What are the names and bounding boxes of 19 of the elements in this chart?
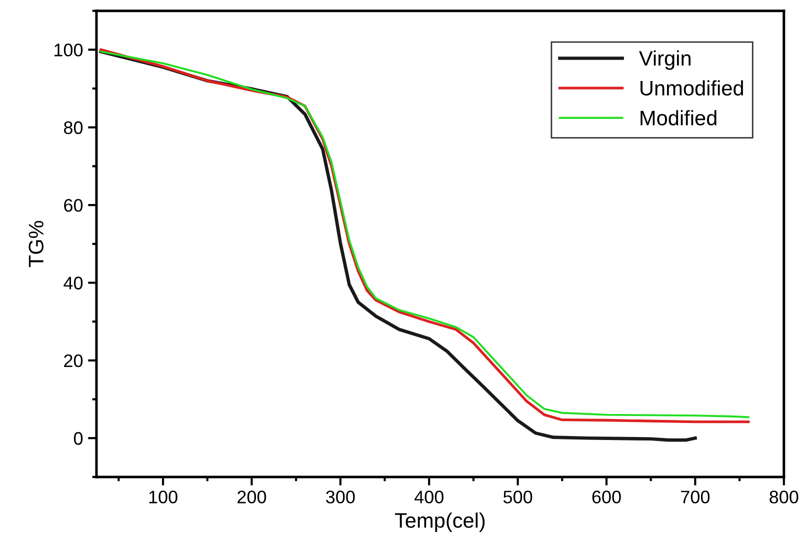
y-tick-label: 60 xyxy=(64,198,83,212)
legend-label: Modified xyxy=(640,110,716,126)
x-tick-label: 400 xyxy=(414,490,444,504)
y-tick-label: 20 xyxy=(64,354,83,368)
y-tick-label: 0 xyxy=(74,432,83,445)
x-tick-label: 800 xyxy=(770,490,798,504)
legend-label: Unmodified xyxy=(640,80,743,96)
x-tick-label: 600 xyxy=(592,490,621,504)
x-tick-label: 200 xyxy=(238,490,266,504)
x-tick-label: 500 xyxy=(503,490,532,504)
x-axis-title: Temp(cel) xyxy=(394,512,485,532)
y-tick-label: 40 xyxy=(64,276,83,290)
y-tick-label: 100 xyxy=(54,44,83,56)
y-tick-label: 80 xyxy=(64,121,83,134)
legend-label: Virgin xyxy=(639,50,690,70)
x-tick-label: 100 xyxy=(149,490,178,504)
y-axis-title: TG% xyxy=(28,220,44,268)
x-tick-label: 300 xyxy=(326,490,355,504)
x-tick-label: 700 xyxy=(681,490,710,504)
